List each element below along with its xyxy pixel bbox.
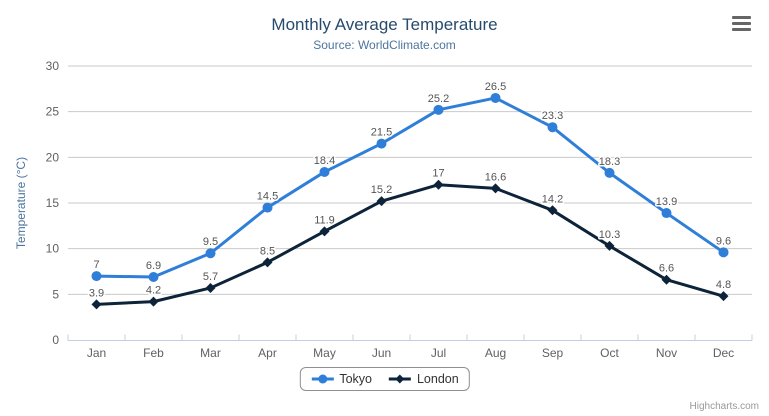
- x-axis-label: Oct: [600, 346, 619, 360]
- x-axis-label: Dec: [713, 346, 734, 360]
- data-label: 25.2: [428, 93, 449, 105]
- data-label: 10.3: [599, 229, 620, 241]
- marker-london[interactable]: [604, 240, 615, 251]
- export-menu-button[interactable]: [732, 16, 751, 31]
- marker-london[interactable]: [148, 296, 159, 307]
- x-axis-label: Mar: [200, 346, 221, 360]
- data-label: 18.4: [314, 155, 335, 167]
- data-label: 5.7: [203, 271, 218, 283]
- data-label: 21.5: [371, 127, 392, 139]
- legend: Tokyo London: [299, 367, 470, 391]
- x-axis-label: Sep: [542, 346, 564, 360]
- hamburger-menu-icon: [732, 22, 751, 25]
- data-label: 14.2: [542, 193, 563, 205]
- data-label: 11.9: [314, 214, 335, 226]
- london-legend-marker-icon: [388, 374, 411, 384]
- y-axis-label: 0: [52, 333, 59, 347]
- data-label: 18.3: [599, 156, 620, 168]
- y-axis-title: Temperature (°C): [14, 157, 28, 249]
- marker-tokyo[interactable]: [490, 92, 501, 103]
- x-axis-label: Jun: [372, 346, 391, 360]
- data-label: 26.5: [485, 81, 506, 93]
- marker-tokyo[interactable]: [262, 202, 273, 213]
- data-label: 17: [432, 168, 444, 180]
- marker-london[interactable]: [319, 226, 330, 237]
- x-axis-label: Jul: [431, 346, 446, 360]
- marker-tokyo[interactable]: [433, 104, 444, 115]
- marker-london[interactable]: [718, 291, 729, 302]
- x-axis-label: May: [313, 346, 336, 360]
- x-axis-label: Feb: [143, 346, 164, 360]
- data-label: 16.6: [485, 171, 506, 183]
- credits-link[interactable]: Highcharts.com: [689, 401, 759, 412]
- x-axis-label: Nov: [656, 346, 677, 360]
- x-axis-label: Jan: [87, 346, 106, 360]
- marker-tokyo[interactable]: [148, 271, 159, 282]
- marker-london[interactable]: [661, 274, 672, 285]
- legend-item-tokyo[interactable]: Tokyo: [310, 372, 372, 386]
- marker-london[interactable]: [490, 183, 501, 194]
- data-label: 6.9: [146, 260, 161, 272]
- x-axis-label: Apr: [258, 346, 277, 360]
- marker-tokyo[interactable]: [319, 166, 330, 177]
- data-label: 14.5: [257, 191, 278, 203]
- tokyo-legend-marker-icon: [311, 374, 334, 384]
- series-line-london: [95, 183, 725, 306]
- y-axis-label: 15: [46, 196, 60, 210]
- legend-label-london: London: [416, 372, 459, 386]
- data-label: 13.9: [656, 196, 677, 208]
- marker-tokyo[interactable]: [91, 271, 102, 282]
- marker-london[interactable]: [547, 205, 558, 216]
- series-line-tokyo: [95, 96, 725, 279]
- marker-london[interactable]: [205, 282, 216, 293]
- data-label: 8.5: [260, 245, 275, 257]
- data-label: 15.2: [371, 184, 392, 196]
- marker-london[interactable]: [262, 257, 273, 268]
- x-axis-label: Aug: [485, 346, 506, 360]
- marker-tokyo[interactable]: [604, 167, 615, 178]
- data-label: 4.8: [716, 279, 731, 291]
- data-label: 3.9: [89, 287, 104, 299]
- y-axis-label: 30: [46, 59, 60, 73]
- legend-label-tokyo: Tokyo: [339, 372, 372, 386]
- marker-tokyo[interactable]: [661, 208, 672, 219]
- data-label: 7: [93, 259, 99, 271]
- marker-tokyo[interactable]: [718, 247, 729, 258]
- data-label: 6.6: [659, 263, 674, 275]
- data-label: 9.6: [716, 235, 731, 247]
- data-label: 9.5: [203, 236, 218, 248]
- legend-item-london[interactable]: London: [388, 372, 459, 386]
- y-axis-label: 10: [46, 242, 60, 256]
- marker-london[interactable]: [376, 196, 387, 207]
- hamburger-menu-icon: [732, 16, 751, 19]
- marker-london[interactable]: [433, 179, 444, 190]
- marker-tokyo[interactable]: [376, 138, 387, 149]
- y-axis-label: 20: [46, 150, 60, 164]
- hamburger-menu-icon: [732, 28, 751, 31]
- marker-tokyo[interactable]: [547, 122, 558, 133]
- y-axis-label: 5: [52, 287, 59, 301]
- chart-title: Monthly Average Temperature: [271, 15, 498, 34]
- marker-tokyo[interactable]: [205, 248, 216, 259]
- data-label: 4.2: [146, 285, 161, 297]
- marker-london[interactable]: [91, 299, 102, 310]
- data-label: 23.3: [542, 110, 563, 122]
- y-axis-label: 25: [46, 105, 60, 119]
- chart-subtitle: Source: WorldClimate.com: [313, 38, 456, 52]
